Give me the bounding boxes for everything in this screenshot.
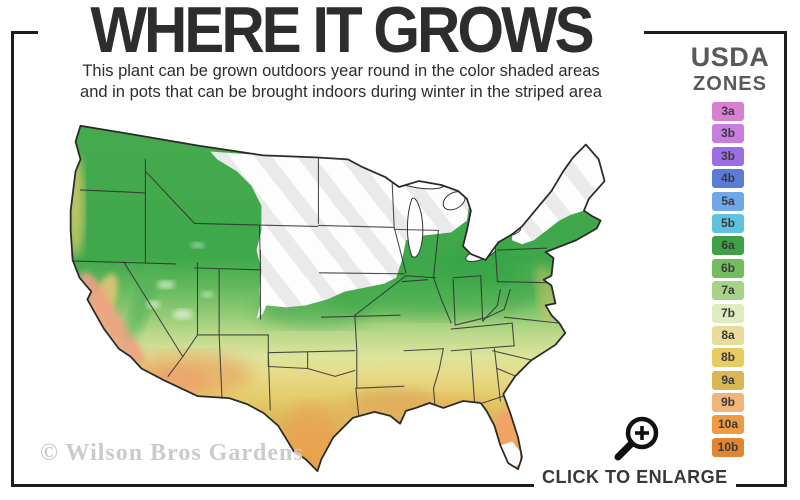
zone-swatch-4b: 4b: [712, 169, 744, 189]
legend-title-zones: ZONES: [693, 73, 767, 95]
map-color-regions: [70, 125, 605, 472]
subtitle-line-2: and in pots that can be brought indoors …: [80, 83, 602, 102]
zone-swatch-9a: 9a: [712, 370, 744, 390]
legend-title: USDA ZONES: [678, 42, 782, 95]
state-borders: [72, 155, 560, 417]
zone-swatch-6a: 6a: [712, 236, 744, 256]
zone-swatch-8a: 8a: [712, 325, 744, 345]
zone-swatch-8b: 8b: [712, 348, 744, 368]
zone-swatch-3a: 3a: [712, 102, 744, 121]
unshaded-region-south-florida: [500, 441, 521, 470]
page-title: WHERE IT GROWS: [38, 0, 644, 65]
watermark: © Wilson Bros Gardens: [40, 440, 304, 466]
us-outline: [69, 124, 606, 472]
zone-swatch-7a: 7a: [712, 281, 744, 301]
click-to-enlarge-button[interactable]: CLICK TO ENLARGE: [534, 467, 736, 488]
usda-zones-map[interactable]: [50, 112, 640, 477]
zone-swatch-5a: 5a: [712, 191, 744, 211]
striped-region-north: [210, 151, 469, 320]
subtitle: This plant can be grown outdoors year ro…: [38, 61, 644, 104]
zone-swatch-7b: 7b: [712, 303, 744, 323]
zone-swatch-9b: 9b: [712, 393, 744, 413]
zone-swatch-10b: 10b: [712, 437, 744, 457]
zone-swatch-3b: 3b: [712, 146, 744, 166]
striped-region-northeast: [512, 144, 605, 245]
subtitle-line-1: This plant can be grown outdoors year ro…: [82, 62, 600, 80]
zone-swatch-5b: 5b: [712, 213, 744, 233]
us-map-svg: [69, 124, 606, 472]
magnifier-plus-icon[interactable]: [606, 410, 668, 472]
zone-swatch-list: 3a 3b 3b 4b 5a 5b 6a 6b 7a 7b 8a 8b 9a 9b 10a 10b: [712, 102, 744, 460]
zone-swatch-3b: 3b: [712, 124, 744, 144]
zone-swatch-6b: 6b: [712, 258, 744, 278]
zone-swatch-10a: 10a: [712, 415, 744, 435]
legend-title-usda: USDA: [690, 42, 770, 72]
